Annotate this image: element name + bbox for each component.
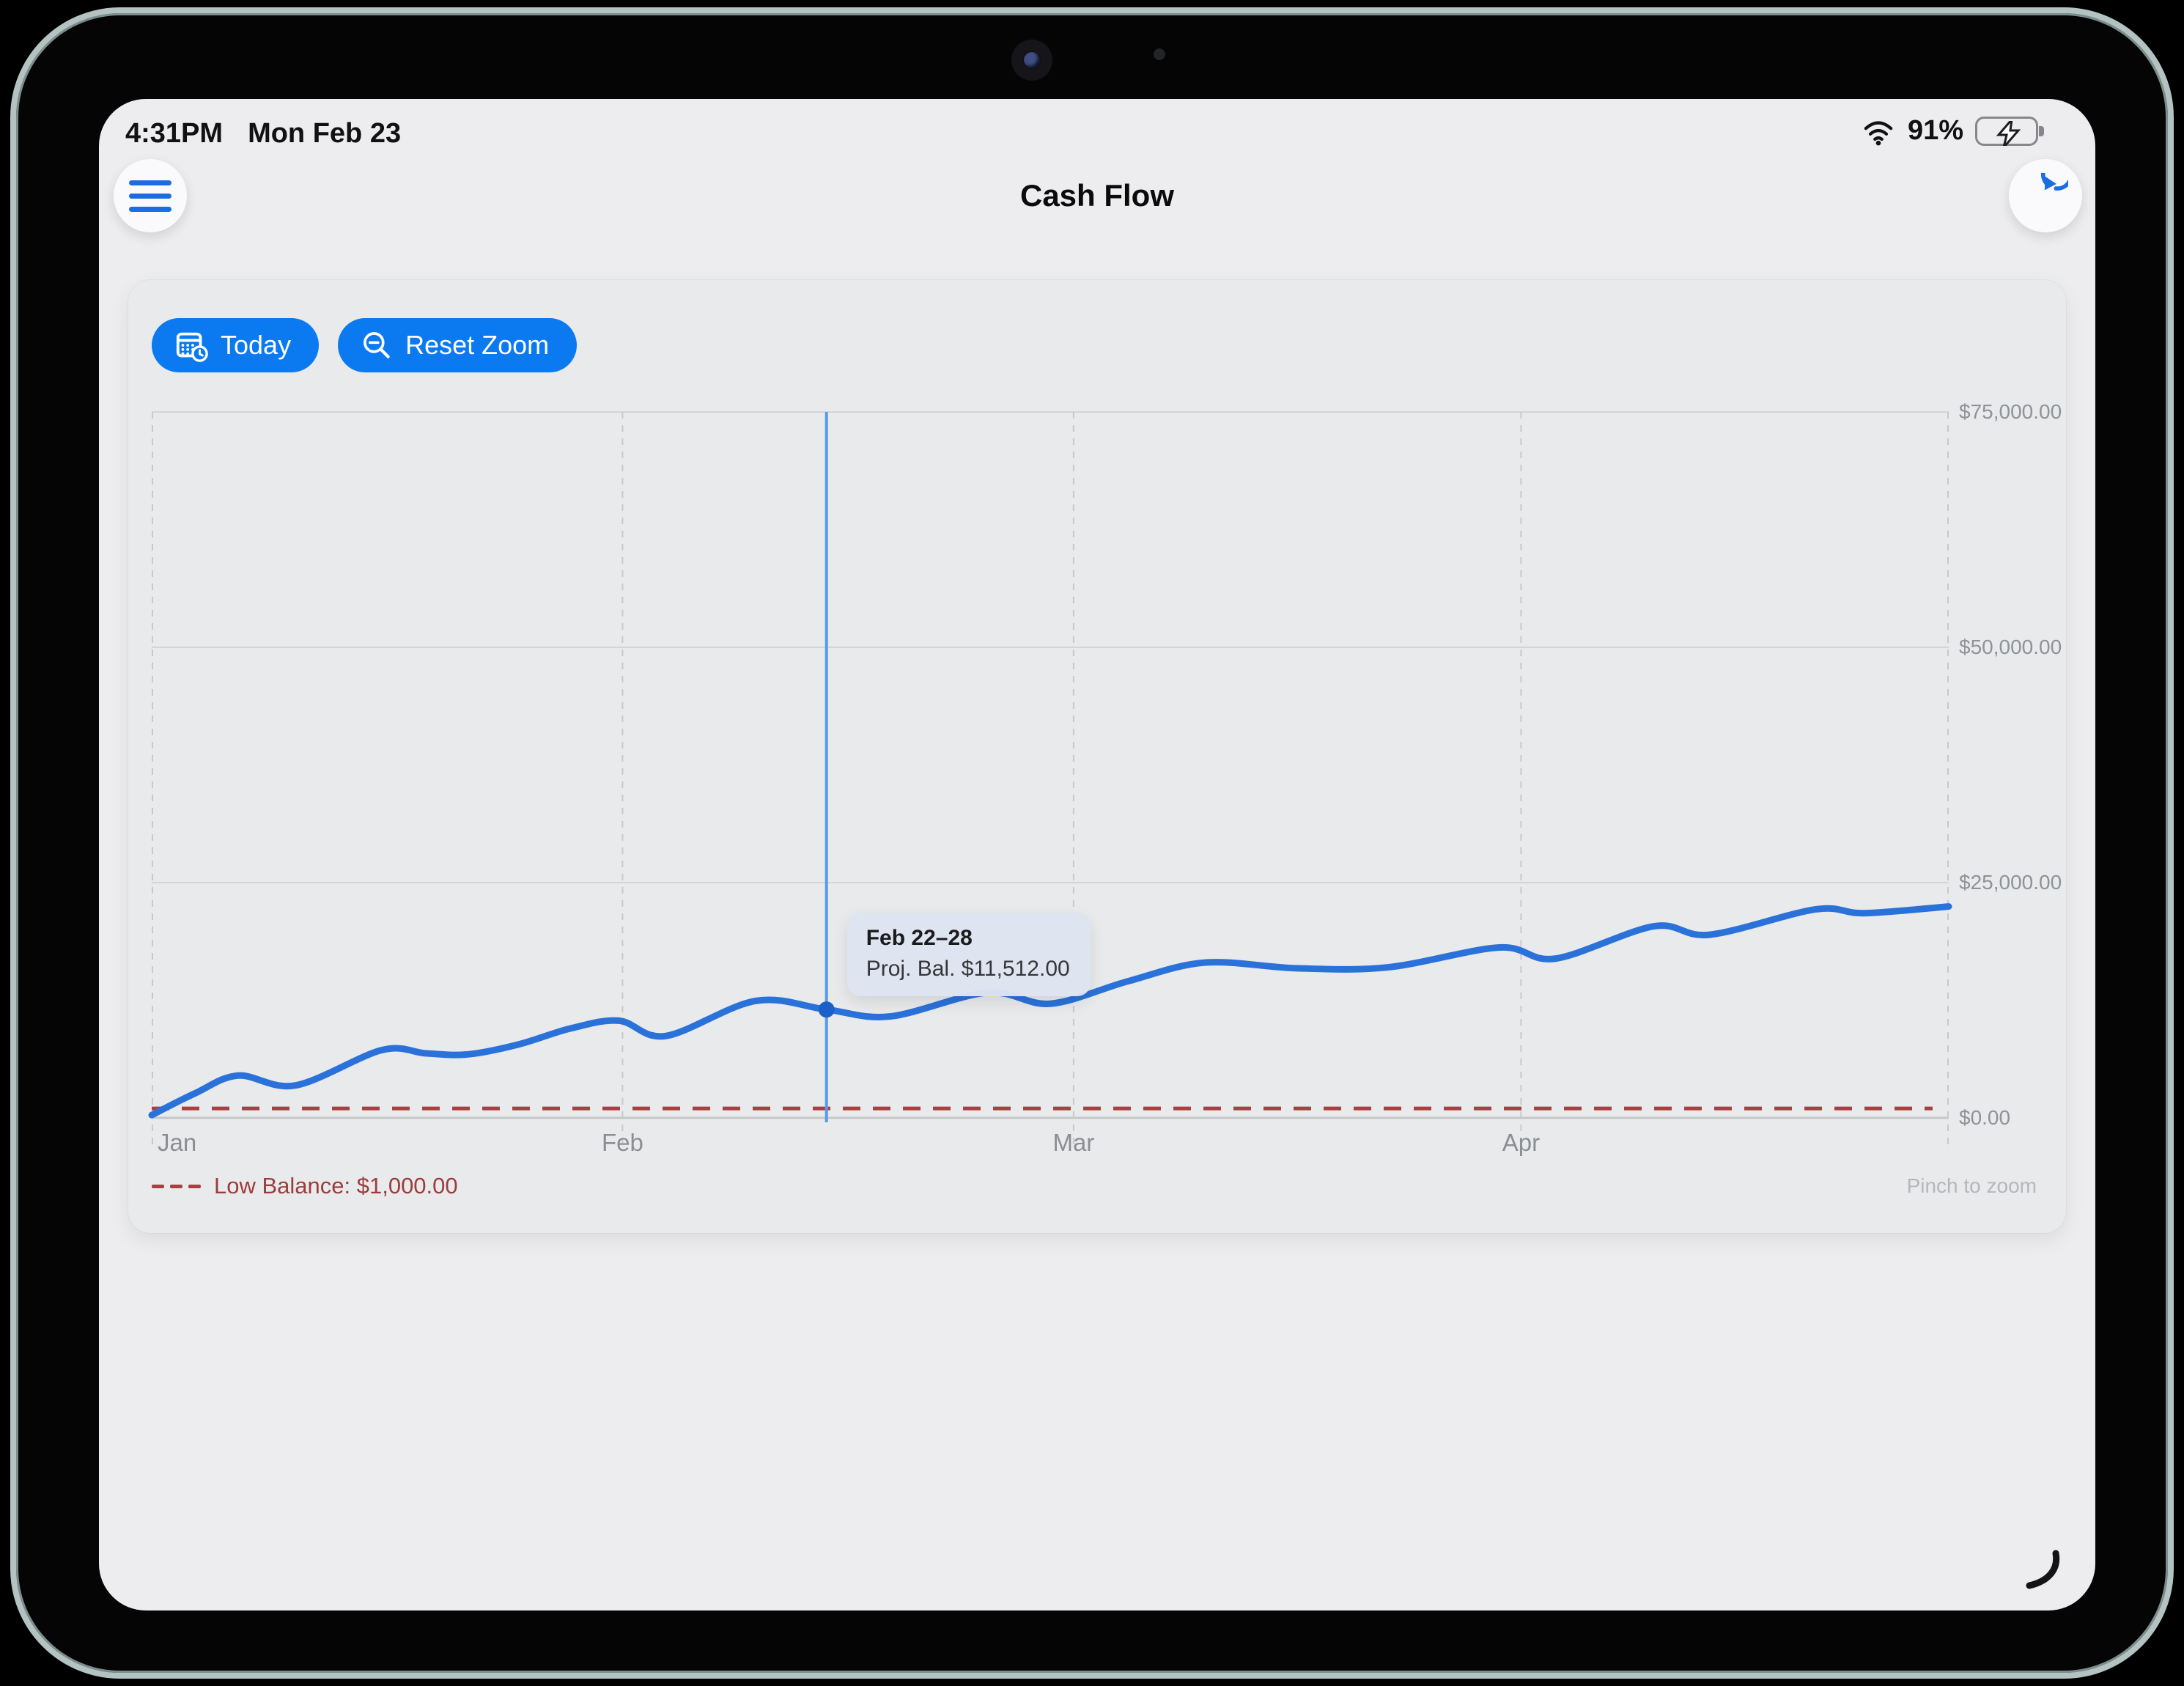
status-time: 4:31PM: [125, 118, 224, 149]
x-axis-tick-label: Jan: [158, 1129, 197, 1156]
hamburger-menu-icon: [129, 180, 171, 212]
chart-canvas: [148, 411, 1952, 1146]
low-balance-legend: Low Balance: $1,000.00: [152, 1173, 458, 1199]
chart-footer: Low Balance: $1,000.00 Pinch to zoom: [152, 1168, 2037, 1205]
front-camera: [1011, 40, 1052, 81]
y-axis-tick-label: $0.00: [1959, 1106, 2011, 1129]
y-axis-tick-label: $75,000.00: [1959, 400, 2062, 423]
chart-toolbar: Today Reset Zoom: [152, 318, 578, 372]
cash-flow-card: Today Reset Zoom Feb 22–28: [128, 280, 2066, 1233]
status-date: Mon Feb 23: [248, 118, 402, 149]
reset-zoom-button-label: Reset Zoom: [405, 330, 550, 360]
page-title: Cash Flow: [1019, 178, 1175, 213]
y-axis-tick-label: $25,000.00: [1959, 871, 2062, 894]
chart-tooltip: Feb 22–28 Proj. Bal. $11,512.00: [846, 913, 1091, 996]
x-axis-tick-label: Mar: [1052, 1129, 1095, 1156]
x-axis-tick-label: Feb: [601, 1129, 643, 1156]
refresh-button[interactable]: [2009, 159, 2082, 232]
selection-marker[interactable]: [818, 1001, 835, 1018]
menu-button[interactable]: [114, 159, 187, 232]
screen: 4:31PM Mon Feb 23 91%: [99, 99, 2095, 1610]
reset-zoom-button[interactable]: Reset Zoom: [338, 318, 578, 372]
battery-percent: 91%: [1907, 115, 1963, 146]
balance-line: [148, 903, 1952, 1119]
light-sensor-dot: [1154, 48, 1165, 60]
camera-lens-icon: [1024, 52, 1040, 68]
battery-charging-icon: [1975, 116, 2048, 146]
tooltip-projected-balance: Proj. Bal. $11,512.00: [866, 957, 1070, 981]
cash-flow-chart[interactable]: Feb 22–28 Proj. Bal. $11,512.00 $75,000.…: [148, 400, 2062, 1156]
ipad-device-frame: 4:31PM Mon Feb 23 91%: [10, 7, 2174, 1679]
tooltip-date-range: Feb 22–28: [866, 926, 973, 950]
pinch-to-zoom-hint: Pinch to zoom: [1906, 1174, 2037, 1197]
today-button-label: Today: [221, 330, 292, 360]
today-button[interactable]: Today: [152, 318, 320, 372]
low-balance-legend-label: Low Balance: $1,000.00: [214, 1173, 458, 1199]
dashed-line-swatch-icon: [152, 1184, 201, 1188]
x-axis-tick-label: Apr: [1502, 1129, 1541, 1156]
status-bar: 4:31PM Mon Feb 23 91%: [99, 99, 2095, 158]
y-axis-tick-label: $50,000.00: [1959, 636, 2062, 658]
header: Cash Flow: [99, 158, 2095, 275]
refresh-icon: [2041, 173, 2068, 191]
wifi-icon: [1864, 120, 1893, 146]
screen-corner-mark: [2026, 1550, 2060, 1589]
zoom-out-icon: [364, 332, 390, 358]
calendar-today-icon: [176, 332, 208, 362]
